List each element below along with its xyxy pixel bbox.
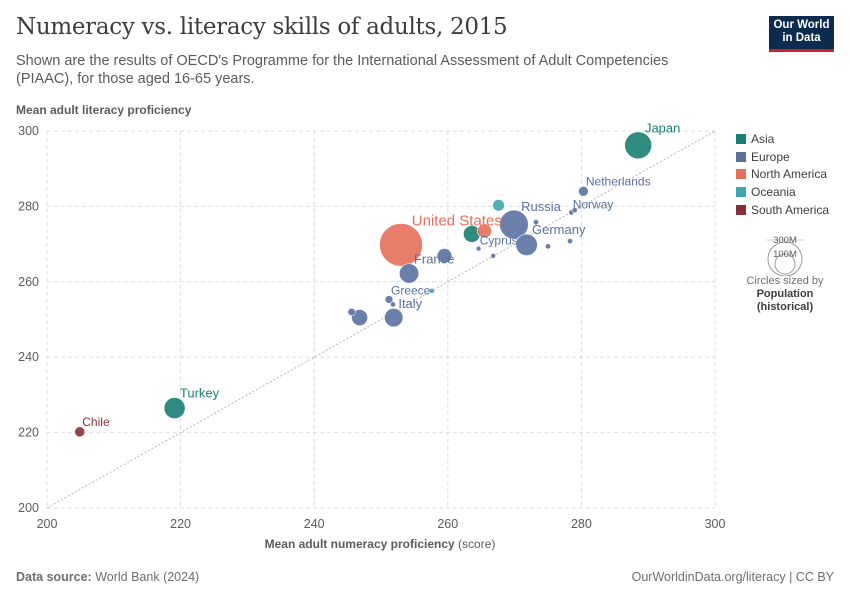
data-point — [571, 207, 578, 214]
footer-link[interactable]: OurWorldinData.org/literacy | CC BY — [631, 570, 834, 584]
data-source: Data source: World Bank (2024) — [16, 570, 199, 584]
legend-item-asia[interactable]: Asia — [736, 130, 829, 148]
data-source-label: Data source: — [16, 570, 92, 584]
size-legend-small-label: 100M — [773, 249, 797, 260]
owid-logo[interactable]: Our World in Data — [769, 16, 834, 52]
data-point — [477, 223, 492, 239]
data-point — [492, 199, 505, 212]
data-point — [347, 307, 356, 317]
data-label: Japan — [645, 121, 680, 136]
x-axis-title: Mean adult numeracy proficiency — [264, 537, 455, 551]
data-point — [545, 243, 551, 250]
tick-labels: 200 220 240 260 280 300 200 220 240 260 280 300 — [18, 124, 725, 531]
data-label: Cyprus — [480, 234, 518, 248]
data-label: United States — [412, 213, 502, 230]
grid — [46, 130, 716, 509]
data-label: Turkey — [180, 386, 220, 401]
x-axis-unit: (score) — [458, 537, 496, 551]
legend-label: Oceania — [751, 184, 796, 199]
data-point — [475, 245, 482, 252]
data-point — [428, 287, 435, 294]
legend-swatch — [736, 169, 746, 180]
size-note-line-1: Circles sized by — [746, 275, 824, 287]
size-legend-small-circle — [774, 253, 796, 275]
size-legend: 300M 100M — [766, 235, 804, 276]
legend-item-europe[interactable]: Europe — [736, 148, 829, 166]
chart-subtitle: Shown are the results of OECD's Programm… — [16, 53, 669, 87]
x-tick-label: 240 — [304, 517, 325, 531]
data-label: Netherlands — [586, 174, 651, 188]
data-point — [532, 219, 539, 226]
data-label: Norway — [573, 197, 614, 211]
data-points — [74, 131, 653, 438]
y-tick-label: 260 — [18, 275, 39, 289]
y-tick-label: 200 — [18, 501, 39, 515]
legend-item-oceania[interactable]: Oceania — [736, 183, 829, 201]
size-legend-big-circle — [767, 241, 803, 276]
legend: Asia Europe North America Oceania South … — [736, 130, 829, 218]
y-tick-label: 300 — [18, 124, 39, 138]
data-point — [436, 248, 453, 264]
logo-line-2: in Data — [782, 32, 821, 44]
x-tick-label: 200 — [37, 517, 58, 531]
size-legend-big-label: 300M — [773, 235, 797, 246]
size-note-line-3: (historical) — [756, 301, 814, 313]
y-tick-label: 280 — [18, 199, 39, 213]
x-tick-label: 280 — [571, 517, 592, 531]
data-point — [515, 233, 538, 256]
legend-swatch — [736, 204, 746, 215]
x-tick-label: 220 — [170, 517, 191, 531]
data-label: Russia — [521, 199, 562, 214]
legend-label: Asia — [751, 131, 775, 146]
data-point — [163, 397, 186, 419]
x-tick-label: 300 — [705, 517, 726, 531]
legend-item-north-america[interactable]: North America — [736, 165, 829, 183]
legend-swatch — [736, 151, 746, 162]
data-label: Italy — [398, 296, 422, 311]
legend-label: Europe — [751, 149, 790, 164]
data-point — [578, 186, 589, 197]
legend-label: North America — [751, 167, 828, 182]
y-tick-label: 220 — [18, 426, 39, 440]
data-label: Greece — [391, 283, 431, 297]
data-point — [499, 209, 529, 240]
x-axis-label: Mean adult numeracy proficiency (score) — [0, 537, 760, 551]
legend-label: South America — [751, 202, 830, 217]
legend-swatch — [736, 133, 746, 144]
logo-line-1: Our World — [773, 19, 830, 31]
size-note-line-2: Population — [756, 288, 814, 300]
data-point — [399, 263, 420, 284]
data-point — [390, 301, 397, 308]
data-point — [384, 295, 394, 304]
y-tick-label: 240 — [18, 350, 39, 364]
y-axis-label: Mean adult literacy proficiency — [16, 103, 192, 117]
x-tick-label: 260 — [437, 517, 458, 531]
data-label: France — [414, 252, 454, 267]
data-point — [74, 426, 86, 438]
data-point — [384, 308, 404, 328]
size-note: Circles sized by Population (historical) — [732, 275, 838, 314]
data-point — [351, 309, 369, 327]
data-point — [567, 238, 574, 245]
data-point — [379, 223, 423, 267]
chart-title: Numeracy vs. literacy skills of adults, … — [16, 14, 508, 40]
point-labels: Japan Netherlands Norway Russia United State… — [82, 121, 680, 429]
data-point — [490, 252, 497, 259]
legend-item-south-america[interactable]: South America — [736, 201, 829, 219]
data-source-text: World Bank (2024) — [95, 570, 200, 584]
legend-swatch — [736, 186, 746, 197]
data-label: Germany — [532, 222, 586, 237]
data-point — [624, 131, 653, 160]
data-label: Chile — [82, 415, 110, 429]
